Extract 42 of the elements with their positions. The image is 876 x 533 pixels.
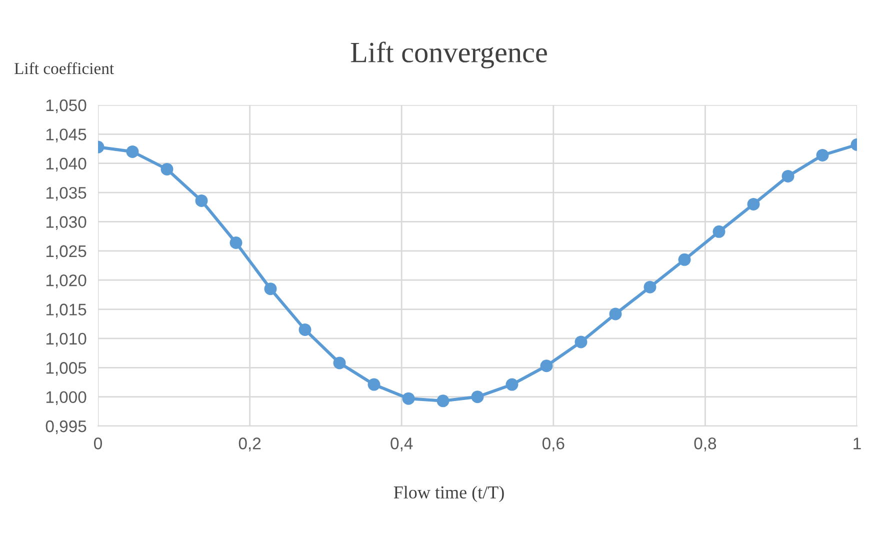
chart-title: Lift convergence (350, 42, 547, 68)
point (678, 253, 691, 266)
x-tick-label: 0,2 (238, 438, 261, 452)
point (540, 360, 553, 372)
point (333, 356, 346, 370)
y-tick-label: 1,015 (46, 304, 86, 318)
point (782, 170, 794, 182)
point (195, 194, 208, 207)
point (816, 148, 829, 162)
y-tick-label: 1,035 (46, 186, 86, 201)
y-tick-label: 1,025 (46, 245, 86, 260)
x-axis-title: Flow time (t/T) (394, 486, 504, 502)
y-tick-label: 1,040 (46, 158, 86, 172)
point (402, 392, 415, 405)
point (264, 282, 277, 296)
point (230, 236, 242, 249)
y-tick-label: 1,010 (46, 332, 86, 347)
point (609, 308, 622, 320)
point (298, 323, 312, 336)
point (506, 378, 518, 391)
point (368, 378, 380, 391)
point (712, 225, 726, 238)
x-tick-label: 0 (94, 438, 102, 450)
point (471, 390, 484, 404)
y-tick-label: 1,000 (46, 391, 86, 405)
x-tick-label: 0,8 (694, 438, 716, 452)
x-tick-label: 0,6 (542, 438, 564, 452)
point (644, 280, 656, 294)
y-axis-title: Lift coefficient (14, 62, 114, 74)
y-tick-label: 1,030 (46, 216, 86, 230)
point (160, 162, 174, 176)
y-tick-label: 1,050 (46, 99, 86, 114)
point (436, 394, 450, 408)
y-tick-label: 1,045 (46, 128, 86, 142)
y-tick-label: 1,020 (46, 274, 86, 288)
y-tick-label: 1,005 (46, 362, 86, 376)
x-tick-label: 1 (854, 438, 861, 450)
point (747, 198, 760, 210)
point (126, 145, 139, 158)
y-tick-label: 0,995 (46, 420, 86, 434)
x-tick-label: 0,4 (390, 438, 413, 452)
point (574, 336, 588, 348)
